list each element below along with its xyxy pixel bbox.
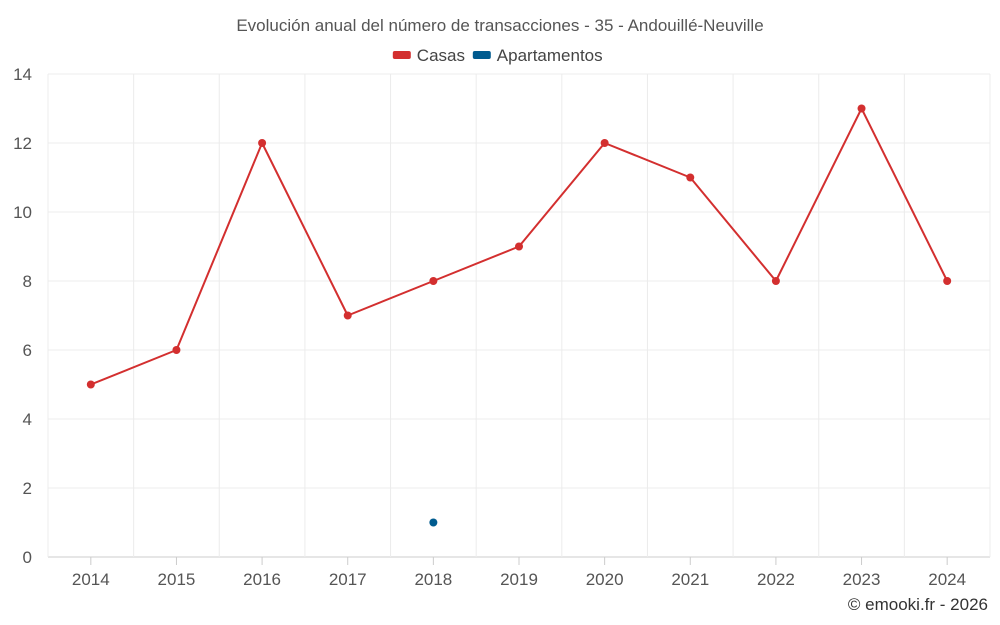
- data-point-casas: [86, 380, 95, 389]
- legend-swatch-casas: [392, 51, 411, 59]
- data-point-casas: [429, 277, 438, 285]
- y-tick-label: 0: [23, 548, 32, 567]
- x-tick-label: 2021: [671, 570, 709, 589]
- data-point-casas: [258, 139, 267, 147]
- legend-label-casas: Casas: [417, 46, 465, 65]
- legend-swatch-apartamentos: [472, 51, 491, 59]
- x-tick-label: 2024: [928, 570, 966, 589]
- data-point-apartamentos: [429, 518, 438, 527]
- x-tick-label: 2014: [72, 570, 110, 589]
- series-layer: [86, 104, 952, 527]
- data-point-casas: [343, 311, 352, 320]
- x-tick-label: 2016: [243, 570, 281, 589]
- y-tick-label: 12: [13, 134, 32, 153]
- x-tick-label: 2023: [843, 570, 881, 589]
- x-tick-label: 2020: [586, 570, 624, 589]
- x-tick-label: 2019: [500, 570, 538, 589]
- y-tick-label: 2: [23, 479, 32, 498]
- data-point-casas: [771, 277, 780, 285]
- x-tick-label: 2018: [414, 570, 452, 589]
- x-tick-label: 2022: [757, 570, 795, 589]
- legend-label-apartamentos: Apartamentos: [497, 46, 603, 65]
- grid: [47, 73, 991, 558]
- legend: Casas Apartamentos: [392, 46, 603, 65]
- data-point-casas: [857, 104, 866, 113]
- data-point-casas: [172, 346, 181, 354]
- x-tick-label: 2017: [329, 570, 367, 589]
- data-point-casas: [686, 173, 695, 182]
- y-tick-label: 6: [23, 341, 32, 360]
- y-tick-label: 4: [23, 410, 32, 429]
- data-point-casas: [515, 242, 523, 251]
- y-tick-label: 8: [23, 272, 32, 291]
- y-tick-label: 10: [13, 203, 32, 222]
- data-point-casas: [943, 277, 952, 285]
- credit-text: © emooki.fr - 2026: [848, 595, 988, 614]
- axes: 0 2 4 6 8 10 12 14 2014 2015 2016 2017 2018 2019 2020 2…: [13, 65, 966, 589]
- chart-title: Evolución anual del número de transaccio…: [236, 16, 763, 35]
- y-tick-label: 14: [13, 65, 32, 84]
- x-tick-label: 2015: [158, 570, 196, 589]
- data-point-casas: [600, 139, 609, 147]
